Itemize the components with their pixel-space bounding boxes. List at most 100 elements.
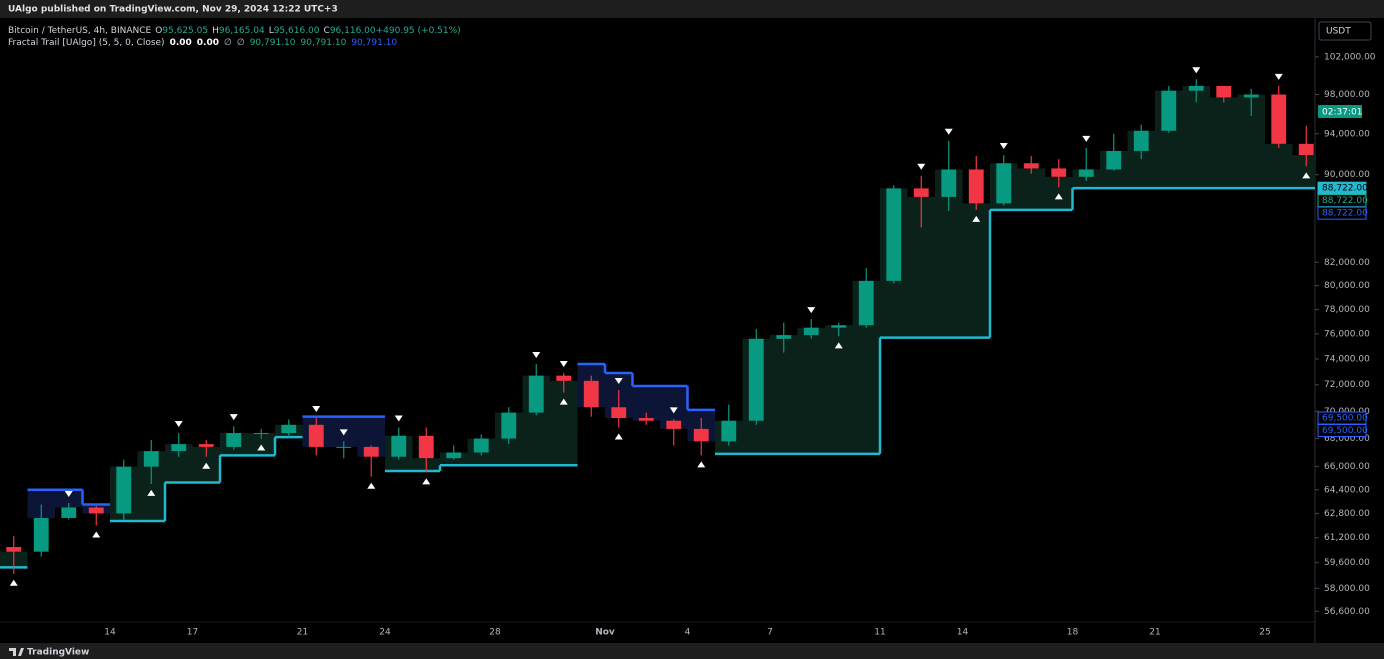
trail-fill — [1265, 143, 1293, 189]
currency: USDT — [1326, 27, 1351, 37]
candle-body — [143, 451, 159, 467]
trail-fill — [1292, 155, 1315, 189]
y-tick-label: 61,200.00 — [1324, 533, 1370, 543]
trail-fill — [1182, 85, 1210, 189]
fractal-up — [1302, 172, 1311, 179]
candle-body — [583, 380, 599, 408]
fractal-down — [917, 163, 926, 170]
last-value-box — [1317, 424, 1367, 438]
last-value-label: 69,500.00 — [1322, 426, 1368, 436]
y-tick-label: 94,000.00 — [1324, 129, 1370, 139]
candle-body — [1078, 169, 1094, 177]
candle-body — [1298, 143, 1314, 156]
publisher: UAlgo published on TradingView.com, Nov … — [8, 5, 338, 15]
candle-body — [6, 547, 22, 552]
candle-body — [1023, 163, 1039, 169]
x-tick-label: 17 — [187, 628, 198, 638]
candle-body — [33, 517, 49, 552]
fractal-up — [257, 444, 266, 451]
currency-box[interactable] — [1318, 21, 1372, 41]
symbol: Bitcoin / TetherUS, 4h, BINANCE — [8, 26, 152, 36]
countdown: 02:37:01 — [1322, 108, 1362, 118]
trail-fill — [770, 335, 798, 454]
fractal-up — [697, 461, 706, 468]
candle-body — [198, 444, 214, 447]
y-tick-label: 59,600.00 — [1324, 558, 1370, 568]
x-tick-label: 28 — [489, 628, 501, 638]
candle-body — [116, 466, 132, 514]
fractal-down — [312, 406, 321, 413]
y-tick-label: 66,000.00 — [1324, 462, 1370, 472]
trail-fill — [550, 380, 578, 466]
fractal-down — [532, 352, 541, 359]
y-tick-label: 90,000.00 — [1324, 170, 1370, 180]
ohlc-value: 96,165.04 — [219, 26, 265, 36]
fractal-up — [1054, 193, 1063, 200]
candle-body — [253, 433, 269, 435]
fractal-down — [669, 407, 678, 414]
candle-body — [61, 507, 77, 518]
candle-body — [831, 325, 847, 328]
fractal-up — [834, 342, 843, 349]
x-tick-label: 24 — [379, 628, 391, 638]
ohlc-value: 95,625.05 — [162, 26, 208, 36]
candle-body — [666, 420, 682, 429]
candle-body — [611, 407, 627, 419]
plot-area — [0, 67, 1315, 586]
fractal-up — [367, 482, 376, 489]
x-tick-label: 14 — [104, 628, 116, 638]
candle-body — [1051, 168, 1067, 177]
last-value-label: 88,722.00 — [1322, 209, 1368, 219]
y-tick-label: 56,600.00 — [1324, 607, 1370, 617]
top-bar — [0, 0, 1384, 18]
ohlc-key: L — [269, 26, 274, 36]
fractal-up — [92, 531, 101, 538]
indicator-value: 0.00 — [197, 38, 219, 48]
trail-fill — [797, 327, 825, 454]
candle-body — [308, 424, 324, 447]
candle-body — [1243, 94, 1259, 98]
candle-body — [528, 375, 544, 413]
y-tick-label: 78,000.00 — [1324, 305, 1370, 315]
candle-body — [1271, 94, 1287, 144]
x-tick-label: 14 — [957, 628, 969, 638]
candle-body — [803, 327, 819, 336]
fractal-down — [614, 377, 623, 384]
trail-fill — [1210, 97, 1238, 189]
trail-fill — [247, 433, 275, 456]
fractal-down — [807, 307, 816, 314]
fractal-down — [174, 421, 183, 428]
candle-body — [336, 446, 352, 448]
fractal-down — [559, 361, 568, 368]
candle-body — [1133, 130, 1149, 151]
x-tick-label: 7 — [767, 628, 773, 638]
ohlc-value: +490.95 (+0.51%) — [376, 26, 461, 36]
candle-body — [748, 338, 764, 421]
indicator-value: 0.00 — [170, 38, 192, 48]
fractal-down — [339, 429, 348, 436]
x-tick-label: 18 — [1067, 628, 1079, 638]
candle-body — [776, 335, 792, 339]
y-tick-label: 62,800.00 — [1324, 509, 1370, 519]
trail-fill — [1017, 168, 1045, 210]
indicator-value: ∅ — [237, 38, 245, 48]
y-tick-label: 80,000.00 — [1324, 281, 1370, 291]
x-tick-label: 11 — [874, 628, 885, 638]
x-tick-label: 25 — [1259, 628, 1270, 638]
indicator-value: 90,791.10 — [351, 38, 397, 48]
candle-body — [446, 452, 462, 459]
ohlc-key: O — [155, 26, 162, 36]
fractal-up — [972, 215, 981, 222]
axes: 56,600.00 58,000.00 59,600.00 61,200.00 62,8… — [104, 52, 1376, 637]
candle-body — [996, 163, 1012, 204]
fractal-down — [64, 491, 73, 498]
candle-body — [886, 188, 902, 281]
candle-body — [913, 188, 929, 197]
fractal-up — [9, 579, 18, 586]
trail-fill — [55, 489, 83, 508]
candle-body — [281, 424, 297, 434]
y-tick-label: 82,000.00 — [1324, 258, 1370, 268]
trail-fill — [962, 203, 990, 338]
